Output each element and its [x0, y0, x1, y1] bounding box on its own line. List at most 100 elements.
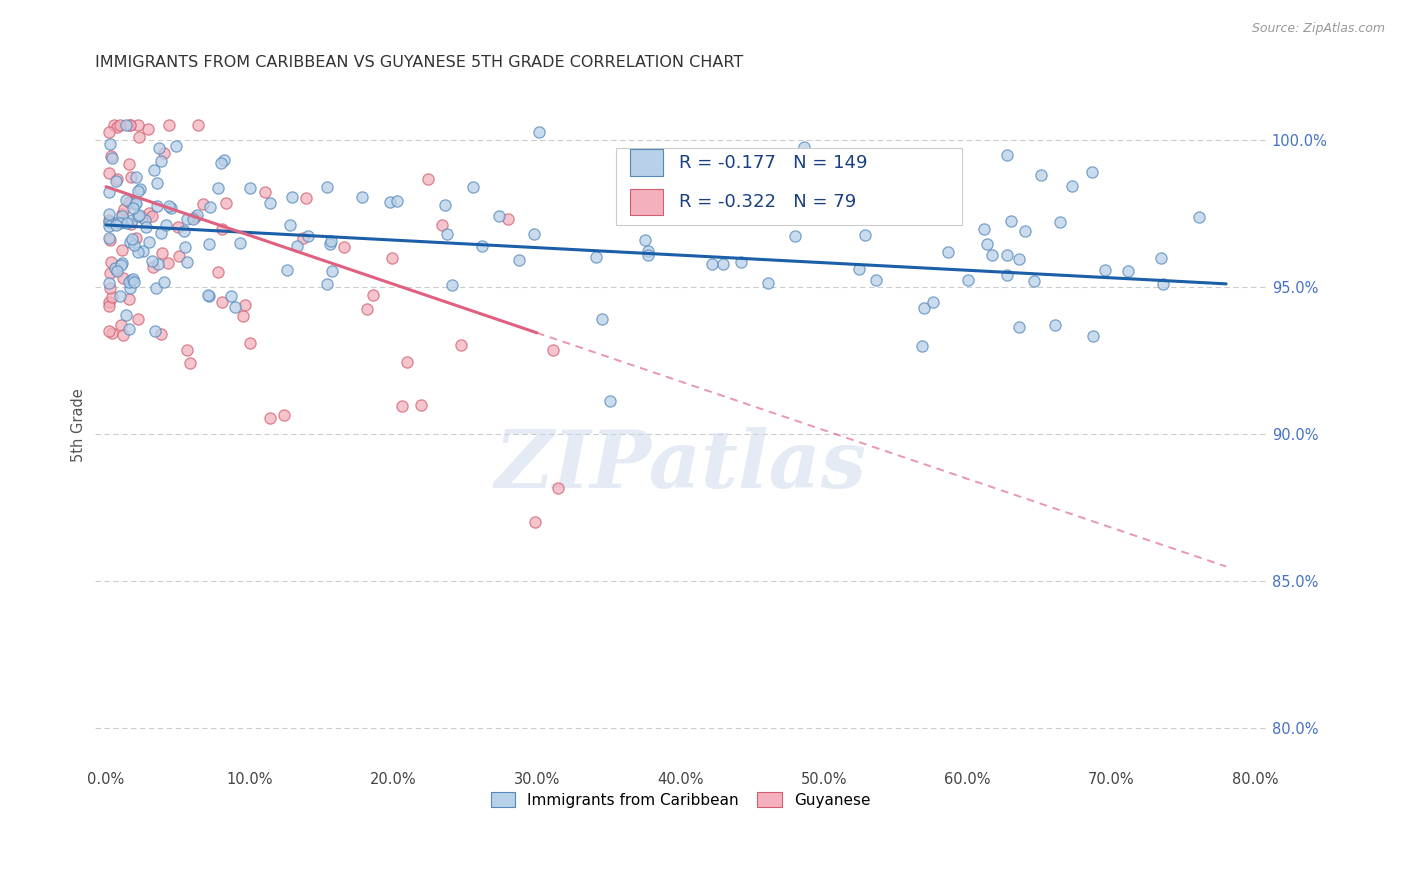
- FancyBboxPatch shape: [630, 150, 662, 176]
- Point: [120, 273, 142, 287]
- Text: R = -0.177   N = 149: R = -0.177 N = 149: [679, 153, 868, 171]
- Point: [142, 260, 165, 275]
- Point: [120, 118, 142, 132]
- Point: [922, 294, 945, 309]
- Point: [276, 262, 298, 277]
- Point: [209, 156, 232, 170]
- Point: [150, 154, 173, 169]
- Point: [294, 191, 316, 205]
- Point: [700, 257, 723, 271]
- Point: [197, 287, 219, 301]
- Point: [599, 394, 621, 409]
- Text: ZIPatlas: ZIPatlas: [495, 427, 866, 505]
- Point: [176, 212, 198, 227]
- Point: [215, 196, 238, 211]
- Point: [848, 194, 870, 209]
- Y-axis label: 5th Grade: 5th Grade: [72, 388, 86, 462]
- Point: [111, 207, 134, 221]
- Point: [281, 190, 304, 204]
- Text: IMMIGRANTS FROM CARIBBEAN VS GUYANESE 5TH GRADE CORRELATION CHART: IMMIGRANTS FROM CARIBBEAN VS GUYANESE 5T…: [94, 55, 742, 70]
- Point: [471, 238, 494, 252]
- Point: [100, 255, 122, 269]
- Point: [97, 231, 120, 245]
- Point: [997, 148, 1019, 162]
- Point: [122, 271, 145, 285]
- Point: [995, 268, 1018, 283]
- Point: [167, 249, 190, 263]
- Point: [160, 201, 183, 215]
- Point: [1049, 215, 1071, 229]
- Point: [181, 212, 204, 227]
- Point: [97, 185, 120, 199]
- Point: [97, 294, 120, 309]
- Point: [184, 210, 207, 224]
- Point: [650, 195, 672, 210]
- Point: [125, 195, 148, 210]
- Point: [1094, 263, 1116, 277]
- Point: [98, 215, 121, 229]
- Point: [111, 271, 134, 285]
- Point: [865, 273, 887, 287]
- Point: [128, 208, 150, 222]
- Point: [105, 218, 128, 232]
- Point: [350, 190, 373, 204]
- Point: [976, 237, 998, 252]
- Point: [211, 222, 233, 236]
- Point: [141, 253, 163, 268]
- Point: [127, 210, 149, 224]
- Point: [146, 199, 169, 213]
- Point: [108, 289, 131, 303]
- Point: [105, 172, 128, 186]
- Point: [461, 180, 484, 194]
- Point: [634, 233, 657, 247]
- Point: [198, 289, 221, 303]
- Point: [527, 125, 550, 139]
- Point: [411, 399, 433, 413]
- Point: [150, 246, 173, 260]
- Point: [488, 210, 510, 224]
- Point: [98, 234, 121, 248]
- Point: [508, 253, 530, 268]
- Point: [136, 121, 159, 136]
- Point: [321, 234, 343, 248]
- Point: [523, 516, 546, 530]
- Point: [118, 275, 141, 289]
- Point: [637, 244, 659, 259]
- Point: [387, 194, 409, 208]
- Point: [176, 255, 198, 269]
- Point: [395, 354, 418, 368]
- Point: [211, 294, 233, 309]
- Point: [721, 194, 744, 209]
- Point: [117, 292, 139, 306]
- Point: [259, 410, 281, 425]
- Point: [280, 218, 302, 232]
- Point: [157, 118, 180, 132]
- Point: [224, 300, 246, 314]
- Point: [118, 322, 141, 336]
- Point: [118, 118, 141, 132]
- Point: [115, 193, 138, 207]
- Point: [1014, 224, 1036, 238]
- Point: [138, 206, 160, 220]
- Point: [785, 228, 807, 243]
- Point: [523, 227, 546, 241]
- Point: [101, 326, 124, 341]
- Point: [120, 217, 142, 231]
- Point: [129, 182, 152, 196]
- Point: [142, 162, 165, 177]
- Point: [853, 227, 876, 242]
- Point: [112, 327, 135, 342]
- Point: [1000, 214, 1022, 228]
- Point: [156, 256, 179, 270]
- Point: [1083, 329, 1105, 343]
- Point: [547, 481, 569, 495]
- Point: [1149, 252, 1171, 266]
- Point: [120, 169, 142, 184]
- Point: [186, 208, 208, 222]
- Point: [150, 327, 173, 342]
- Point: [125, 231, 148, 245]
- Point: [148, 141, 170, 155]
- Point: [198, 200, 221, 214]
- Point: [127, 312, 149, 326]
- Point: [416, 171, 439, 186]
